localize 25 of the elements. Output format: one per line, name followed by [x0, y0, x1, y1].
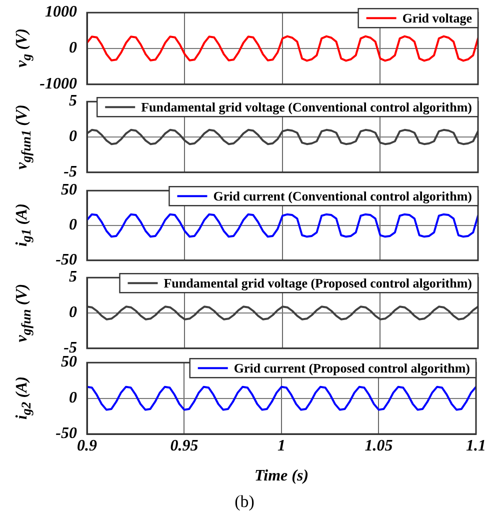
y-tick-label: -1000: [40, 76, 77, 93]
legend-label: Fundamental grid voltage (Proposed control algorithm): [164, 275, 472, 290]
y-tick-label: -50: [56, 252, 77, 269]
legend-label: Grid current (Conventional control algorithm): [213, 188, 472, 204]
y-tick-label: 0: [69, 304, 77, 322]
x-axis-title: Time (s): [254, 468, 309, 485]
y-tick-label: -50: [56, 425, 77, 442]
legend-label: Fundamental grid voltage (Conventional control algorithm): [141, 99, 472, 114]
x-tick-label: 0.9: [77, 438, 97, 455]
y-tick-label: 1000: [45, 4, 77, 21]
x-tick-label: 1.1: [466, 438, 486, 455]
y-tick-label: 50: [61, 182, 77, 199]
y-tick-label: 5: [69, 268, 77, 286]
legend-label: Grid voltage: [402, 10, 472, 26]
y-tick-label: 0: [69, 216, 77, 234]
legend-label: Grid current (Proposed control algorithm): [234, 360, 470, 376]
y-tick-label: 0: [69, 128, 77, 146]
x-tick-label: 1: [278, 438, 286, 455]
y-tick-label: 0: [69, 40, 77, 57]
y-tick-label: -5: [64, 164, 77, 181]
text: (b): [234, 492, 256, 512]
y-tick-label: 0: [69, 389, 77, 406]
x-tick-label: 0.95: [170, 438, 198, 455]
y-tick-label: 5: [69, 92, 77, 110]
x-tick-label: 1.05: [364, 438, 393, 455]
